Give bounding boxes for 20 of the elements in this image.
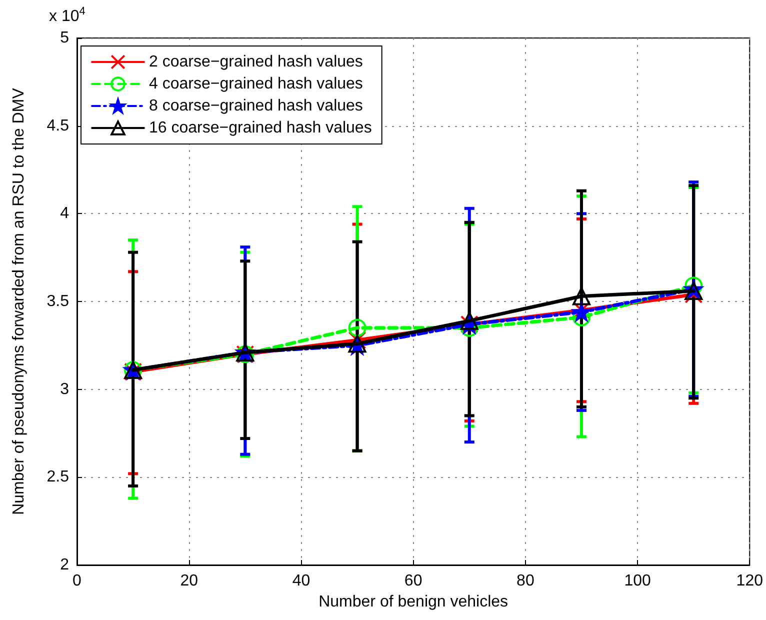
y-tick-label: 2 — [60, 556, 70, 574]
y-tick-label: 5 — [60, 30, 70, 46]
y-axis-title: Number of pseudonyms forwarded from an RSU to the DMV — [10, 88, 28, 515]
legend-label: 16 coarse−grained hash values — [149, 120, 372, 136]
x-tick-label: 40 — [292, 572, 310, 590]
legend-label: 4 coarse−grained hash values — [149, 76, 363, 92]
y-tick-label: 2.5 — [46, 468, 70, 486]
x-tick-label: 60 — [404, 572, 422, 590]
y-tick-label: 3 — [60, 380, 70, 398]
x-tick-label: 100 — [624, 572, 651, 590]
x-tick-label: 80 — [516, 572, 534, 590]
x-tick-label: 20 — [180, 572, 198, 590]
y-tick-label: 4.5 — [46, 117, 70, 134]
legend-label: 2 coarse−grained hash values — [149, 54, 363, 70]
y-tick-label: 4 — [60, 205, 70, 222]
legend-label: 8 coarse−grained hash values — [149, 98, 363, 114]
x-tick-label: 120 — [736, 572, 764, 590]
x-axis-title: Number of benign vehicles — [318, 593, 508, 610]
x-tick-label: 0 — [72, 572, 82, 590]
y-tick-label: 3.5 — [46, 293, 70, 310]
